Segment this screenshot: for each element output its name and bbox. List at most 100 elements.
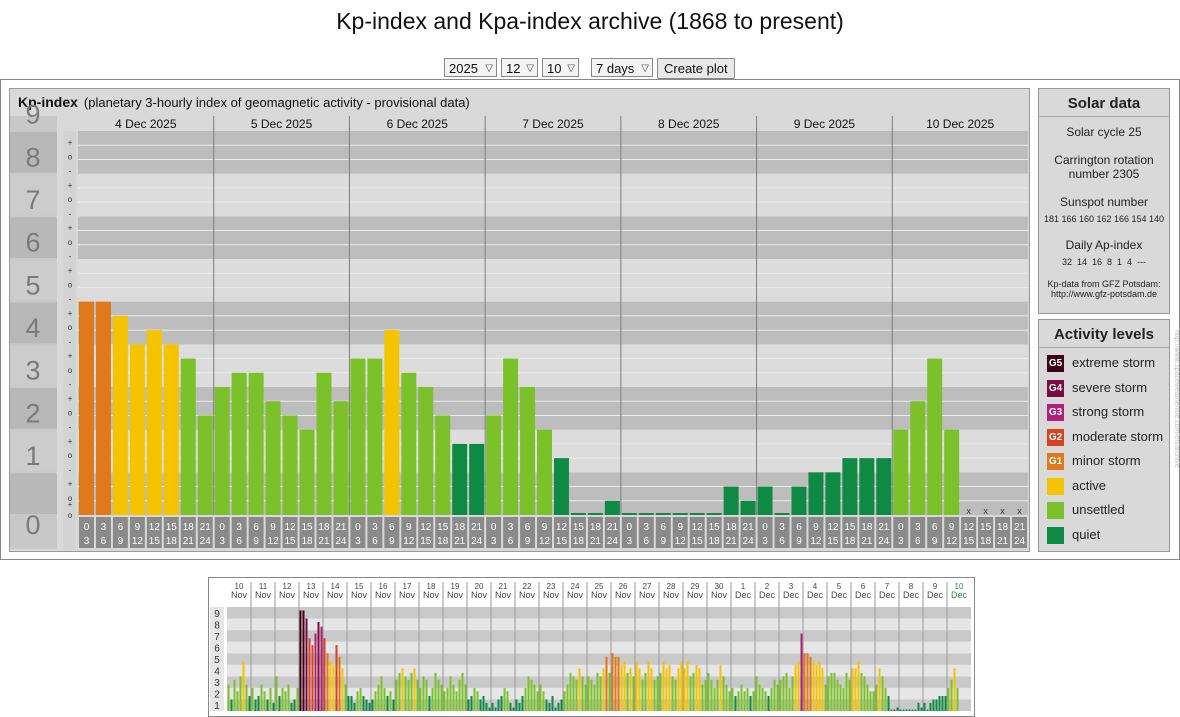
kp-bar [384,330,400,515]
mini-kp-bar [485,702,488,711]
mini-kp-bar [647,661,650,711]
day-label: 4 Dec 2025 [115,117,177,131]
mini-kp-bar [713,687,716,711]
mini-kp-bar [869,691,872,711]
y-subtick-label: o [68,324,73,333]
hour-box [95,517,111,548]
mini-kp-bar [785,672,788,711]
hour-label-start: 6 [389,522,395,533]
hour-label-end: 15 [556,536,568,547]
create-plot-button[interactable]: Create plot [657,58,735,79]
mini-day-number: 1 [741,582,746,591]
hour-label-end: 24 [200,536,212,547]
y-subtick-label: + [68,501,73,510]
hour-label-start: 3 [236,522,242,533]
kp-bar [469,443,485,515]
mini-kp-bar [884,687,887,711]
mini-kp-bar [725,684,728,711]
source-line-2[interactable]: http://www.gfz-potsdam.de [1050,289,1158,299]
kp-bar [350,358,366,515]
y-subtick-label: o [68,452,73,461]
activity-swatch: G5 [1047,355,1064,373]
kp-band [78,173,1028,217]
mini-kp-bar [641,679,644,711]
activity-swatch: G4 [1047,379,1064,397]
mini-band [227,607,971,619]
year-select[interactable]: 2025 ▽ [444,58,497,77]
kp-band [78,344,1028,387]
mini-kp-bar [734,695,737,711]
kp-bar [452,443,468,515]
y-subtick-label: o [68,409,73,418]
day-label: 10 Dec 2025 [926,117,994,131]
hour-label-start: 21 [878,522,890,533]
hour-box [825,517,841,548]
y-subtick-label: + [68,481,73,490]
month-select[interactable]: 12 ▽ [501,58,538,77]
mini-kp-bar [572,676,575,711]
kp-band [78,216,1028,259]
mini-kp-bar [302,610,305,711]
mini-kp-bar [599,676,602,711]
mini-day-number: 11 [259,582,268,591]
kp-label-band [10,132,57,173]
activity-levels-panel: Activity levels G5 extreme storm G4 severe … [1038,319,1170,552]
hour-box [689,517,705,548]
hour-label-start: 12 [556,522,568,533]
mini-kp-bar [680,661,683,711]
hour-label-end: 3 [762,536,768,547]
missing-marker: x [983,506,988,516]
hour-label-start: 21 [200,522,212,533]
hour-label-end: 24 [335,536,347,547]
hour-box [350,517,366,548]
hour-label-start: 0 [491,522,497,533]
mini-kp-bar [476,691,479,711]
y-subtick-label: - [68,381,73,390]
solar-data-title: Solar data [1039,89,1169,117]
mini-kp-bar [893,709,896,711]
mini-kp-bar [659,672,662,711]
mini-day-month: Nov [495,590,512,600]
mini-kp-bar [914,709,917,711]
hour-box [418,517,434,548]
hour-box [808,517,824,548]
hour-label-end: 6 [508,536,514,547]
kp-bar [655,513,671,515]
hour-box [452,517,468,548]
kp-bar [265,401,281,515]
mini-kp-bar [956,687,959,711]
hour-box [944,517,960,548]
mini-kp-bar [629,668,632,711]
hour-label-end: 18 [573,536,585,547]
hour-label-end: 24 [743,536,755,547]
y-subtick-label: - [68,210,73,219]
hour-box [520,517,536,548]
span-select[interactable]: 7 days ▽ [591,58,653,77]
day-select[interactable]: 10 ▽ [542,58,579,77]
mini-kp-bar [860,672,863,711]
activity-swatch [1047,502,1064,520]
mini-kp-bar [545,699,548,711]
kp-label-band [10,430,57,472]
missing-marker: x [1017,506,1022,516]
carrington-line-1: Carrington rotation [1054,153,1154,167]
missing-marker: x [966,506,971,516]
hour-box [231,517,247,548]
mini-kp-bar [872,691,875,711]
mini-kp-bar [827,676,830,711]
mini-kp-bar [797,661,800,711]
day-label: 6 Dec 2025 [387,117,449,131]
mini-kp-bar [953,668,956,711]
mini-day-month: Dec [951,590,968,600]
hour-label-end: 18 [437,536,449,547]
kp-bar [197,415,213,515]
kp-bar [180,358,196,515]
mini-kp-bar [812,661,815,711]
mini-day-month: Nov [303,590,320,600]
mini-kp-bar [845,672,848,711]
mini-kp-bar [839,684,842,711]
ap-values: 32 14 16 8 1 4 --- [1061,257,1147,267]
kp-bar [774,513,790,515]
hour-label-end: 3 [219,536,225,547]
hour-label-start: 12 [692,522,704,533]
